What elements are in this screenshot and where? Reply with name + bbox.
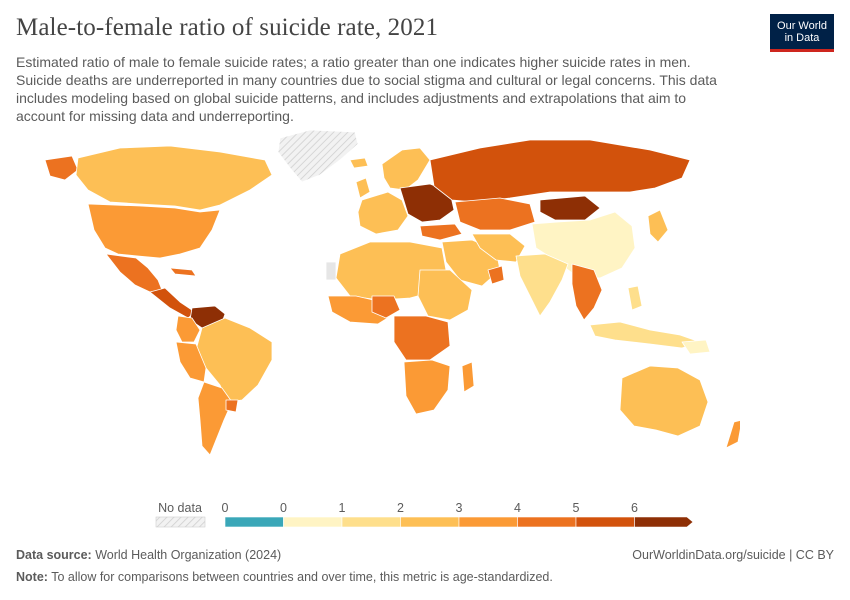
legend-tick-label: 3 — [456, 501, 463, 515]
region-oman[interactable] — [487, 265, 505, 285]
region-caribbean[interactable] — [169, 267, 197, 277]
region-scandinavia[interactable] — [381, 147, 431, 191]
source-label: Data source: — [16, 548, 92, 562]
legend-bin-1[interactable] — [283, 516, 343, 528]
footer-url[interactable]: OurWorldinData.org/suicide | CC BY — [632, 548, 834, 562]
region-western-europe[interactable] — [357, 191, 409, 235]
region-uk[interactable] — [355, 177, 371, 199]
note-text: To allow for comparisons between countri… — [51, 570, 553, 584]
region-australia[interactable] — [619, 365, 709, 437]
legend-tick-label: 1 — [339, 501, 346, 515]
note-label: Note: — [16, 570, 48, 584]
region-iran[interactable] — [471, 233, 526, 263]
logo-line-2: in Data — [784, 32, 820, 44]
region-eastern-europe[interactable] — [399, 183, 455, 223]
region-east-africa[interactable] — [417, 269, 473, 321]
legend-bin-2[interactable] — [341, 516, 401, 528]
logo-line-1: Our World — [777, 20, 827, 32]
region-mongolia[interactable] — [539, 195, 601, 221]
region-central-africa[interactable] — [393, 315, 451, 361]
region-southern-africa[interactable] — [403, 359, 451, 415]
source-text[interactable]: World Health Organization (2024) — [95, 548, 282, 562]
world-map[interactable] — [10, 130, 740, 470]
region-colombia[interactable] — [175, 315, 201, 343]
legend-bin-5[interactable] — [517, 516, 577, 528]
region-png[interactable] — [681, 339, 711, 355]
legend-tick-label: 4 — [514, 501, 521, 515]
legend-tick-label: 0 — [222, 501, 229, 515]
region-india[interactable] — [515, 253, 569, 317]
region-greenland[interactable] — [277, 130, 359, 183]
legend-tick-label: 5 — [573, 501, 580, 515]
legend-bin-3[interactable] — [400, 516, 460, 528]
note: Note: To allow for comparisons between c… — [16, 570, 553, 584]
region-usa[interactable] — [87, 203, 221, 259]
region-turkey[interactable] — [419, 223, 463, 241]
legend-bin-6[interactable] — [575, 516, 635, 528]
legend-bin-4[interactable] — [458, 516, 518, 528]
region-madagascar[interactable] — [461, 361, 475, 393]
region-argentina[interactable] — [197, 381, 233, 456]
region-mexico[interactable] — [105, 253, 163, 293]
region-russia[interactable] — [429, 139, 691, 203]
legend-tick-label: 2 — [397, 501, 404, 515]
legend-bin-0[interactable] — [224, 516, 284, 528]
region-new-zealand[interactable] — [725, 420, 740, 449]
region-nigeria[interactable] — [371, 295, 401, 319]
region-alaska[interactable] — [44, 155, 79, 181]
region-philippines[interactable] — [627, 285, 643, 311]
region-se-asia[interactable] — [571, 263, 603, 321]
chart-subtitle: Estimated ratio of male to female suicid… — [16, 54, 717, 124]
region-central-america[interactable] — [149, 287, 196, 319]
owid-logo[interactable]: Our World in Data — [770, 14, 834, 52]
legend-no-data-label: No data — [158, 501, 202, 515]
region-central-asia[interactable] — [454, 197, 536, 231]
chart-title: Male-to-female ratio of suicide rate, 20… — [16, 14, 439, 41]
data-source: Data source: World Health Organization (… — [16, 548, 281, 562]
region-uruguay[interactable] — [225, 399, 239, 413]
region-iceland[interactable] — [349, 157, 369, 169]
legend-tick-label: 6 — [631, 501, 638, 515]
legend-tick-label: 0 — [280, 501, 287, 515]
legend-no-data-swatch — [155, 516, 206, 528]
region-canada[interactable] — [75, 145, 273, 211]
legend-bin-7[interactable] — [634, 516, 694, 528]
region-japan[interactable] — [647, 209, 669, 243]
legend: No data 0 0 1 2 3 4 5 6 — [155, 501, 694, 528]
region-western-sahara[interactable] — [325, 261, 337, 281]
